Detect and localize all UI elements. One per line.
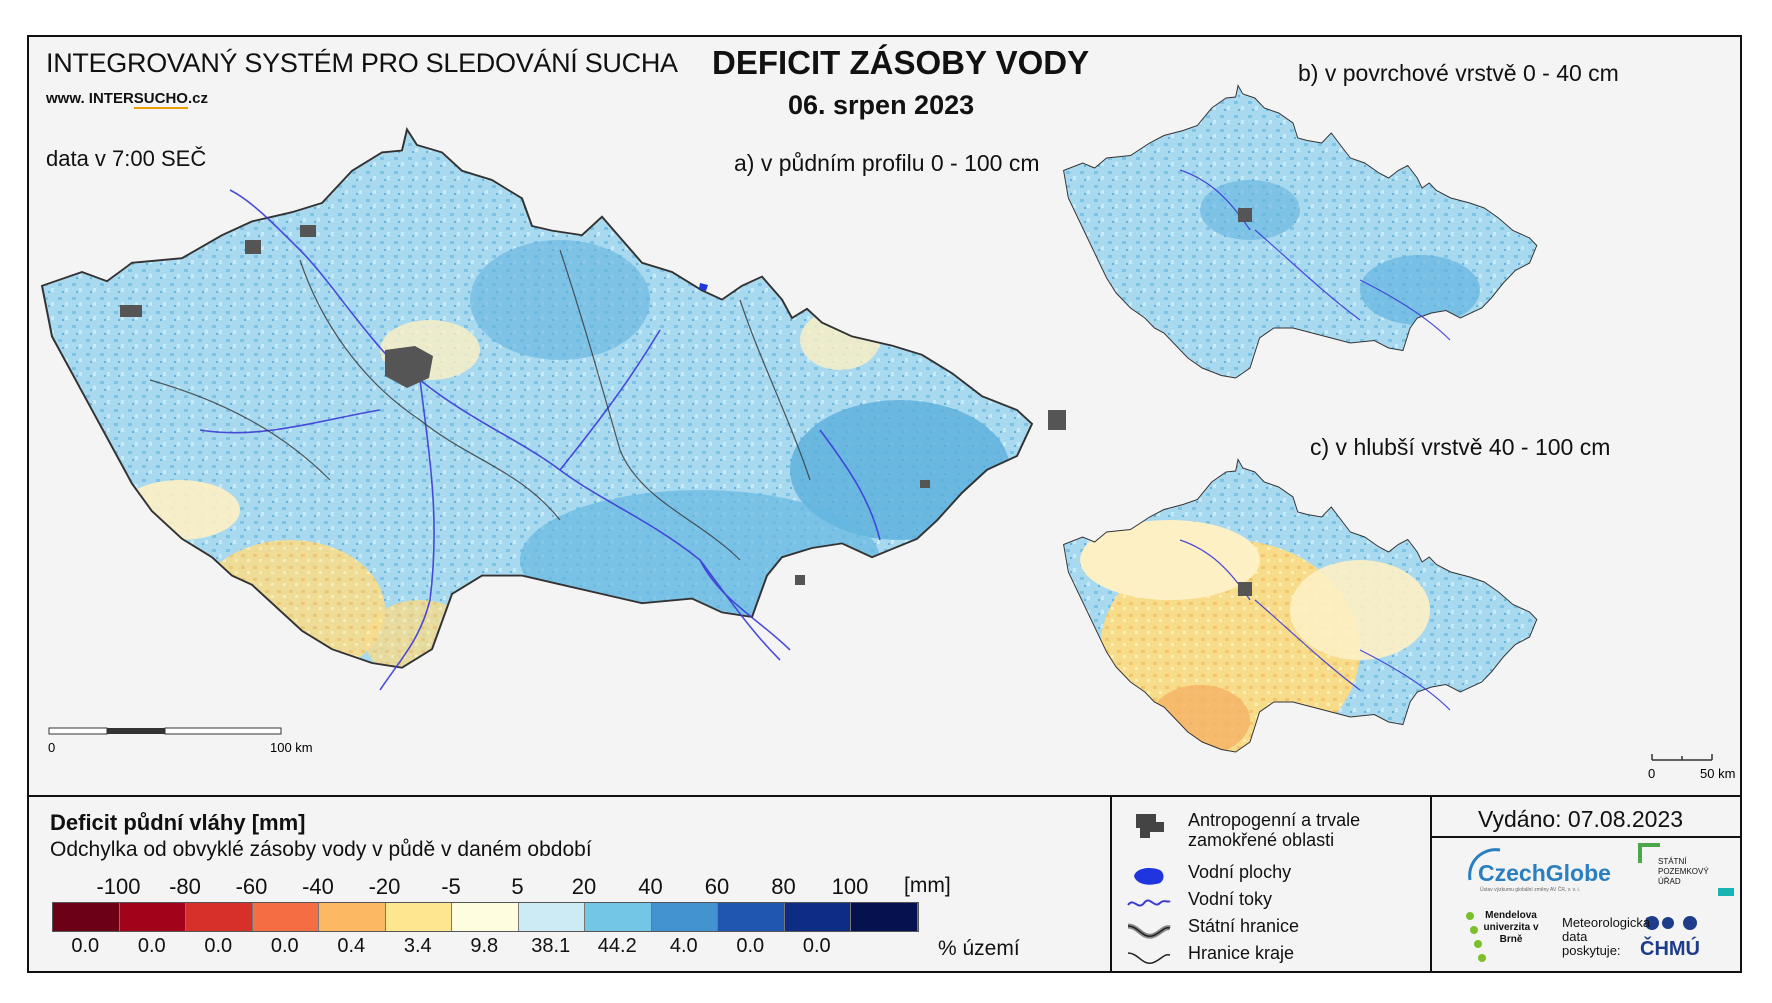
- legend-percent-value: 9.8: [470, 935, 499, 957]
- system-title: INTEGROVANÝ SYSTÉM PRO SLEDOVÁNÍ SUCHA: [46, 48, 678, 78]
- map-date: 06. srpen 2023: [788, 90, 975, 120]
- scale-a-start: 0: [48, 740, 55, 755]
- river-icon: [1127, 899, 1171, 907]
- symbol-urban-label: Antropogenní a trvale zamokřené oblasti: [1188, 810, 1361, 850]
- legend-swatch: [518, 903, 585, 931]
- issued-date: Vydáno: 07.08.2023: [1478, 806, 1684, 832]
- legend-percent-value: 4.0: [669, 935, 698, 957]
- scale-a-end: 100 km: [270, 740, 313, 755]
- legend-swatch: [452, 903, 519, 931]
- symbol-region-border: Hranice kraje: [1126, 943, 1426, 970]
- legend-swatch: [319, 903, 386, 931]
- page-title: DEFICIT ZÁSOBY VODY: [712, 44, 1090, 81]
- legend-swatch: [718, 903, 785, 931]
- czechglobe-logo[interactable]: CzechGlobe: [1478, 860, 1611, 886]
- legend-tick-label: -5: [441, 874, 461, 899]
- spu-logo[interactable]: STÁTNÍ POZEMKOVÝ ÚŘAD: [1658, 857, 1709, 886]
- symbol-state-border: Státní hranice: [1126, 916, 1426, 943]
- scale-bar-c: 0 50 km: [1648, 754, 1735, 781]
- legend-tick-label: -80: [169, 874, 201, 899]
- scale-c-end: 50 km: [1700, 766, 1735, 781]
- map-b-title: b) v povrchové vrstvě 0 - 40 cm: [1298, 60, 1619, 86]
- czechglobe-subtitle: Ústav výzkumu globální změny AV ČR, v. v…: [1480, 887, 1581, 893]
- data-time-label: data v 7:00 SEČ: [46, 146, 207, 171]
- legend-swatch: [385, 903, 452, 931]
- legend-tick-label: -20: [368, 874, 401, 899]
- scale-c-start: 0: [1648, 766, 1655, 781]
- map-a-title: a) v půdním profilu 0 - 100 cm: [734, 150, 1040, 176]
- symbol-river: Vodní toky: [1126, 889, 1426, 916]
- chmu-logo[interactable]: ČHMÚ: [1640, 938, 1700, 960]
- map-b: [1063, 85, 1537, 378]
- legend-percent-unit: % území: [938, 937, 1020, 960]
- website-link[interactable]: www. INTERSUCHO.cz: [46, 90, 208, 109]
- legend-swatch: [186, 903, 253, 931]
- symbol-water-body-label: Vodní plochy: [1188, 862, 1292, 882]
- scale-bar-a: 0 100 km: [48, 727, 313, 755]
- legend-percentages: 0.0 0.0 0.0 0.0 0.4 3.4 9.8 38.1 44.2 4.0 0.0 0.0: [52, 935, 932, 959]
- legend-subtitle: Odchylka od obvyklé zásoby vody v půdě v…: [50, 838, 592, 861]
- legend-colorbar: [52, 902, 919, 932]
- symbol-urban: Antropogenní a trvale zamokřené oblasti: [1126, 810, 1426, 862]
- legend-tick-label: 100: [831, 874, 869, 899]
- legend-swatch: [784, 903, 851, 931]
- legend-divider-1: [1110, 797, 1112, 973]
- legend-percent-value: 0.0: [204, 935, 233, 957]
- legend-tick-label: -100: [96, 874, 141, 899]
- legend-percent-value: 0.0: [71, 935, 100, 957]
- legend-percent-value: 38.1: [531, 935, 571, 957]
- legend-percent-value: 0.0: [270, 935, 299, 957]
- legend-divider-2: [1430, 797, 1432, 973]
- legend-tick-label: -60: [235, 874, 268, 899]
- legend-swatch: [53, 903, 120, 931]
- map-c-title: c) v hlubší vrstvě 40 - 100 cm: [1310, 434, 1611, 460]
- symbol-legend: Antropogenní a trvale zamokřené oblasti …: [1126, 810, 1426, 970]
- legend-swatch: [252, 903, 319, 931]
- map-c: [1063, 459, 1537, 752]
- symbol-river-label: Vodní toky: [1188, 889, 1273, 909]
- symbol-water-body: Vodní plochy: [1126, 862, 1426, 889]
- issued-divider: [1430, 836, 1742, 838]
- legend-percent-value: 0.0: [802, 935, 831, 957]
- legend-swatch: [585, 903, 652, 931]
- legend-tick-label: 5: [511, 874, 524, 899]
- meteo-data-label: Meteorologická data poskytuje:: [1562, 915, 1651, 958]
- legend-unit: [mm]: [904, 874, 951, 897]
- legend-tick-label: 60: [704, 874, 730, 899]
- legend-ticks: -100 -80 -60 -40 -20 -5 5 20 40 60 80 100: [52, 874, 932, 900]
- legend-percent-value: 44.2: [597, 935, 637, 957]
- legend-tick-label: 80: [771, 874, 796, 899]
- legend-swatch: [651, 903, 718, 931]
- legend-tick-label: -40: [302, 874, 334, 899]
- symbol-region-border-label: Hranice kraje: [1188, 943, 1295, 963]
- region-border-icon: [1127, 952, 1171, 964]
- legend-title: Deficit půdní vláhy [mm]: [50, 810, 306, 835]
- urban-area-icon: [1136, 814, 1164, 838]
- bottom-divider: [27, 795, 1742, 797]
- legend-percent-value: 0.0: [137, 935, 166, 957]
- state-border-icon: [1127, 923, 1171, 939]
- legend-percent-value: 3.4: [403, 935, 432, 957]
- legend-swatch: [119, 903, 186, 931]
- legend-percent-value: 0.0: [736, 935, 765, 957]
- legend-swatch: [851, 903, 918, 931]
- legend-tick-label: 40: [638, 874, 663, 899]
- legend-tick-label: 20: [571, 874, 597, 899]
- legend-percent-value: 0.4: [337, 935, 366, 957]
- map-a: [42, 129, 1032, 668]
- symbol-state-border-label: Státní hranice: [1188, 916, 1300, 936]
- mendel-logo[interactable]: Mendelova univerzita v Brně: [1483, 910, 1539, 945]
- water-body-icon: [1134, 868, 1164, 885]
